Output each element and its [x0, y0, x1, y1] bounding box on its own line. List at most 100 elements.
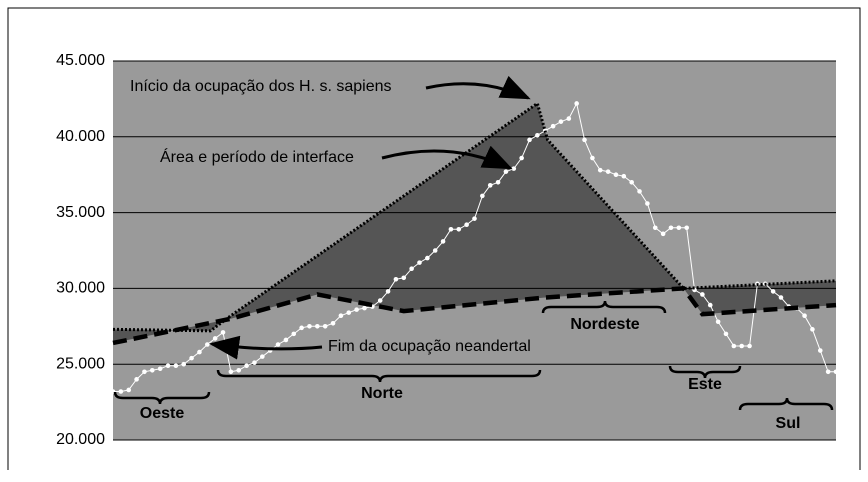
arrow [209, 335, 323, 360]
point [244, 363, 249, 369]
point [157, 366, 163, 372]
point [590, 155, 595, 161]
point [511, 166, 517, 171]
point [739, 343, 744, 349]
bracket [541, 300, 667, 314]
point [173, 363, 179, 369]
y-tick-label: 35.000 [56, 204, 105, 221]
point [527, 137, 532, 143]
point [487, 183, 493, 188]
point [220, 330, 226, 335]
point [425, 255, 430, 261]
annotation: Oeste [140, 405, 185, 422]
point [613, 172, 619, 177]
annotation: Área e período de interface [160, 147, 354, 166]
point [747, 343, 752, 349]
series-line [112, 286, 837, 346]
point [377, 298, 383, 303]
point [393, 277, 399, 282]
point [574, 101, 579, 106]
point [645, 201, 650, 206]
point [731, 343, 737, 349]
point [652, 225, 658, 231]
plot [110, 60, 839, 441]
point [817, 348, 823, 353]
point [637, 189, 642, 194]
point [197, 349, 202, 355]
point [291, 331, 297, 337]
point [275, 342, 281, 347]
bracket [738, 397, 834, 411]
point [684, 225, 689, 231]
point [582, 137, 587, 143]
annotation: Nordeste [570, 316, 639, 333]
y-tick-label: 45.000 [56, 52, 105, 69]
point [456, 226, 462, 232]
point [417, 260, 422, 265]
point [260, 354, 265, 359]
y-tick-label: 30.000 [56, 280, 105, 297]
point [142, 369, 147, 375]
y-tick-label: 40.000 [56, 128, 105, 145]
series-line [112, 101, 837, 333]
point [448, 226, 454, 232]
annotation: Este [688, 376, 722, 393]
point [770, 289, 776, 294]
point [134, 377, 139, 382]
point [307, 324, 312, 329]
point [464, 222, 469, 228]
annotation: Norte [361, 385, 403, 402]
point [440, 239, 446, 244]
point [676, 225, 682, 231]
arrows [209, 75, 531, 360]
point [519, 155, 524, 161]
point [354, 307, 359, 312]
point [668, 225, 674, 231]
point [833, 369, 839, 375]
point [707, 302, 713, 308]
point [385, 289, 391, 294]
point [283, 337, 289, 343]
point [189, 355, 194, 361]
point [550, 123, 556, 129]
point [629, 179, 634, 185]
point [126, 387, 132, 393]
annotation: Sul [776, 415, 801, 432]
point [715, 319, 721, 325]
point [802, 313, 807, 318]
point [346, 310, 352, 315]
point [205, 342, 210, 347]
point [165, 363, 171, 369]
point [605, 169, 611, 174]
point [495, 179, 501, 185]
point [212, 336, 218, 341]
point [723, 331, 729, 337]
frame [7, 7, 861, 470]
point [338, 313, 344, 318]
point [401, 275, 407, 281]
arrow [381, 145, 513, 170]
point [597, 167, 603, 173]
annotation: Início da ocupação dos H. s. sapiens [130, 78, 392, 95]
point [252, 360, 257, 365]
point [700, 292, 705, 297]
point [181, 361, 187, 367]
point [330, 320, 336, 326]
arrow [425, 75, 531, 100]
y-tick-label: 25.000 [56, 355, 105, 372]
point [535, 132, 540, 138]
interface-area [113, 103, 836, 343]
point [660, 231, 666, 237]
bracket [113, 391, 211, 405]
annotation: Fim da ocupação neandertal [328, 338, 531, 355]
point [810, 327, 815, 332]
point [322, 324, 328, 329]
point [315, 324, 320, 329]
point [825, 369, 831, 375]
point [149, 367, 155, 373]
point [778, 295, 784, 300]
point [362, 305, 367, 311]
bracket [668, 365, 742, 379]
point [409, 266, 414, 271]
